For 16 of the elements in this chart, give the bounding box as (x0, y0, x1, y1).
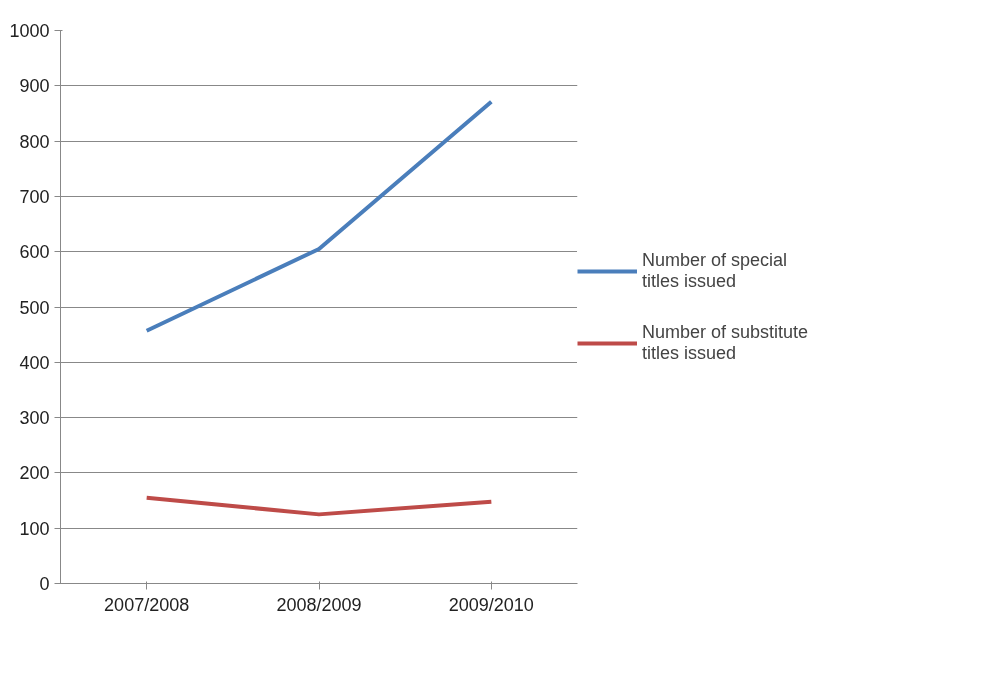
y-tick-label: 600 (19, 242, 50, 263)
y-tick-label: 200 (19, 463, 50, 484)
legend-label: Number of special titles issued (642, 249, 788, 292)
y-tick-label: 500 (19, 297, 50, 318)
x-tick-label: 2008/2009 (276, 594, 362, 615)
legend-label: Number of substitute titles issued (642, 321, 809, 364)
y-tick-label: 300 (19, 408, 50, 429)
y-tick-label: 400 (19, 352, 50, 373)
y-tick-label: 800 (19, 131, 50, 152)
y-tick-label: 900 (19, 76, 50, 97)
y-tick-label: 1000 (9, 21, 50, 41)
x-tick-label: 2007/2008 (104, 594, 190, 615)
y-tick-label: 0 (39, 574, 50, 594)
y-tick-label: 100 (19, 518, 50, 539)
y-tick-label: 700 (19, 186, 50, 207)
x-tick-label: 2009/2010 (448, 594, 534, 615)
